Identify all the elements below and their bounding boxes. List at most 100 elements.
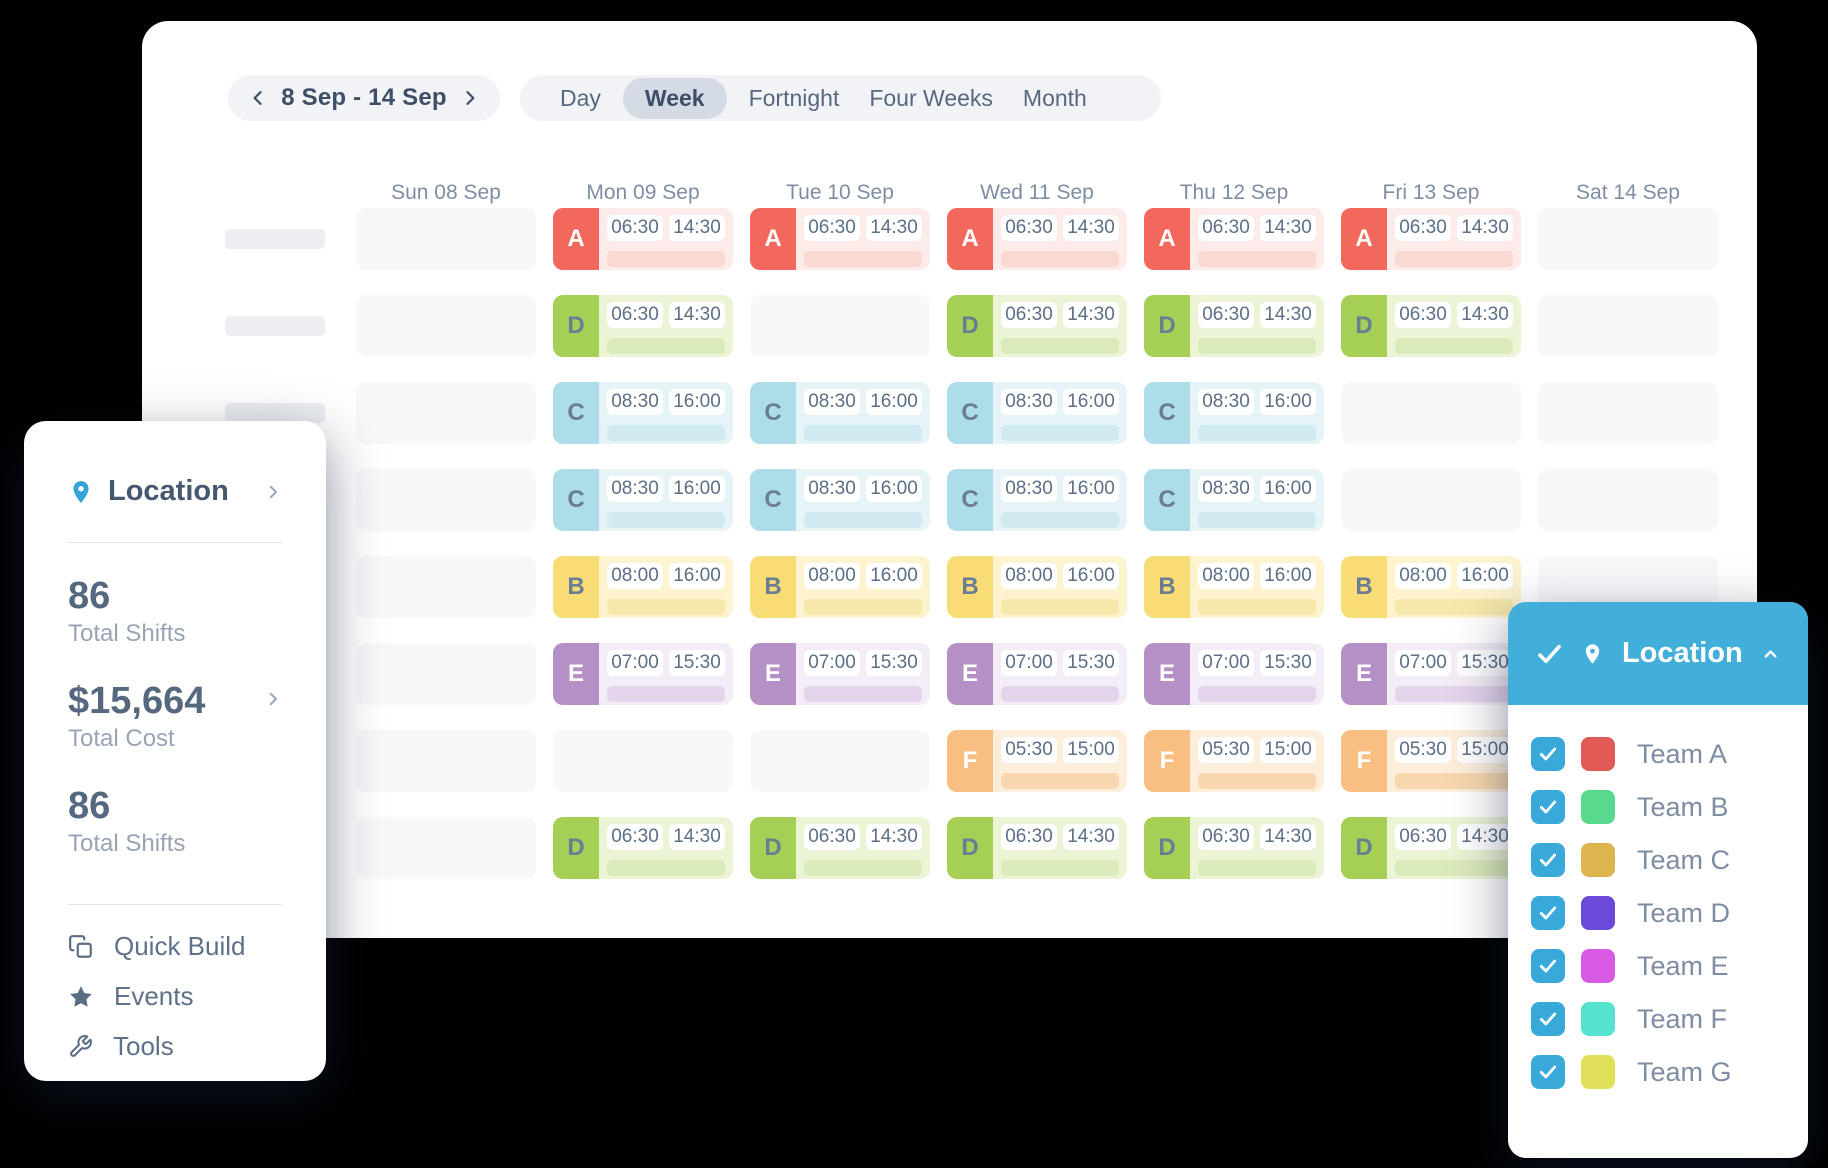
team-checkbox[interactable] [1531,843,1565,877]
empty-slot[interactable] [356,469,536,531]
empty-slot[interactable] [1341,382,1521,444]
empty-slot[interactable] [553,730,733,792]
shift-team-badge: C [1144,382,1190,444]
shift-card[interactable]: D 06:30 14:30 [1144,817,1324,879]
shift-card[interactable]: A 06:30 14:30 [947,208,1127,270]
view-tab-day[interactable]: Day [560,84,601,111]
team-checkbox[interactable] [1531,1002,1565,1036]
shift-card[interactable]: D 06:30 14:30 [947,295,1127,357]
shift-start-time: 05:30 [1001,737,1057,763]
empty-slot[interactable] [356,730,536,792]
prev-week-button[interactable] [248,88,268,108]
shift-duration-bar [804,251,922,267]
shift-card[interactable]: B 08:00 16:00 [553,556,733,618]
chevron-right-icon [264,483,282,501]
team-checkbox[interactable] [1531,1055,1565,1089]
team-checkbox[interactable] [1531,896,1565,930]
empty-slot[interactable] [356,208,536,270]
shift-card[interactable]: C 08:30 16:00 [947,469,1127,531]
menu-item-label: Events [114,981,194,1011]
team-checkbox[interactable] [1531,790,1565,824]
shift-card[interactable]: C 08:30 16:00 [750,382,930,444]
menu-item-quick-build[interactable]: Quick Build [68,931,282,962]
shift-card[interactable]: D 06:30 14:30 [1341,817,1521,879]
location-pin-icon [1585,643,1600,664]
menu-item-events[interactable]: Events [68,981,282,1012]
shift-end-time: 14:30 [669,302,725,328]
team-checkbox[interactable] [1531,737,1565,771]
shift-card[interactable]: B 08:00 16:00 [750,556,930,618]
shift-end-time: 14:30 [1457,215,1513,241]
view-tab-week[interactable]: Week [622,77,727,119]
shift-card[interactable]: E 07:00 15:30 [947,643,1127,705]
check-icon [1539,747,1557,761]
shift-card[interactable]: D 06:30 14:30 [750,817,930,879]
menu-item-tools[interactable]: Tools [68,1031,282,1062]
shift-card[interactable]: B 08:00 16:00 [1341,556,1521,618]
location-filter-header[interactable]: Location [1508,602,1808,705]
shift-card[interactable]: F 05:30 15:00 [1341,730,1521,792]
shift-times: 06:30 14:30 [607,215,725,241]
shift-end-time: 16:00 [1260,563,1316,589]
day-headers: Sun 08 Sep Mon 09 Sep Tue 10 Sep Wed 11 Sep… [356,181,1718,205]
shift-card[interactable]: A 06:30 14:30 [1341,208,1521,270]
shift-start-time: 08:00 [607,563,663,589]
shift-card[interactable]: D 06:30 14:30 [947,817,1127,879]
empty-slot[interactable] [1341,469,1521,531]
shift-card[interactable]: A 06:30 14:30 [553,208,733,270]
shift-card[interactable]: C 08:30 16:00 [553,469,733,531]
shift-card[interactable]: C 08:30 16:00 [947,382,1127,444]
empty-slot[interactable] [750,730,930,792]
shift-start-time: 06:30 [1001,824,1057,850]
team-color-swatch [1581,790,1615,824]
shift-card[interactable]: D 06:30 14:30 [1144,295,1324,357]
view-tabs: Day Week Fortnight Four Weeks Month [520,75,1161,121]
shift-card[interactable]: A 06:30 14:30 [750,208,930,270]
shift-card[interactable]: E 07:00 15:30 [1144,643,1324,705]
shift-duration-bar [607,512,725,528]
shift-times: 06:30 14:30 [1395,302,1513,328]
shift-end-time: 16:00 [669,389,725,415]
shift-card[interactable]: A 06:30 14:30 [1144,208,1324,270]
empty-slot[interactable] [1538,382,1718,444]
empty-slot[interactable] [1538,469,1718,531]
shift-card[interactable]: C 08:30 16:00 [553,382,733,444]
next-week-button[interactable] [460,88,480,108]
shift-card[interactable]: F 05:30 15:00 [1144,730,1324,792]
shift-end-time: 15:00 [1063,737,1119,763]
shift-start-time: 06:30 [1198,824,1254,850]
shift-team-badge: E [553,643,599,705]
empty-slot[interactable] [1538,295,1718,357]
shift-card[interactable]: B 08:00 16:00 [1144,556,1324,618]
empty-slot[interactable] [1538,208,1718,270]
shift-card[interactable]: C 08:30 16:00 [750,469,930,531]
shift-card[interactable]: F 05:30 15:00 [947,730,1127,792]
empty-slot[interactable] [356,817,536,879]
empty-slot[interactable] [356,643,536,705]
view-tab-month[interactable]: Month [1022,84,1087,111]
shift-card[interactable]: B 08:00 16:00 [947,556,1127,618]
shift-card[interactable]: D 06:30 14:30 [553,295,733,357]
empty-slot[interactable] [750,295,930,357]
day-header: Sun 08 Sep [391,181,501,204]
chevron-right-icon[interactable] [264,690,282,708]
empty-slot[interactable] [356,382,536,444]
stat-value: 86 [68,575,111,617]
view-tab-fortnight[interactable]: Fortnight [748,84,840,111]
shift-body: 08:00 16:00 [796,556,930,618]
view-tab-four-weeks[interactable]: Four Weeks [869,84,993,111]
location-selector[interactable]: Location [68,475,282,508]
shift-card[interactable]: C 08:30 16:00 [1144,469,1324,531]
shift-card[interactable]: C 08:30 16:00 [1144,382,1324,444]
shift-card[interactable]: D 06:30 14:30 [1341,295,1521,357]
shift-team-badge: C [1144,469,1190,531]
shift-team-badge: B [750,556,796,618]
empty-slot[interactable] [356,295,536,357]
team-checkbox[interactable] [1531,949,1565,983]
shift-card[interactable]: E 07:00 15:30 [750,643,930,705]
shift-card[interactable]: E 07:00 15:30 [553,643,733,705]
shift-card[interactable]: D 06:30 14:30 [553,817,733,879]
empty-slot[interactable] [356,556,536,618]
team-color-swatch [1581,1002,1615,1036]
shift-card[interactable]: E 07:00 15:30 [1341,643,1521,705]
